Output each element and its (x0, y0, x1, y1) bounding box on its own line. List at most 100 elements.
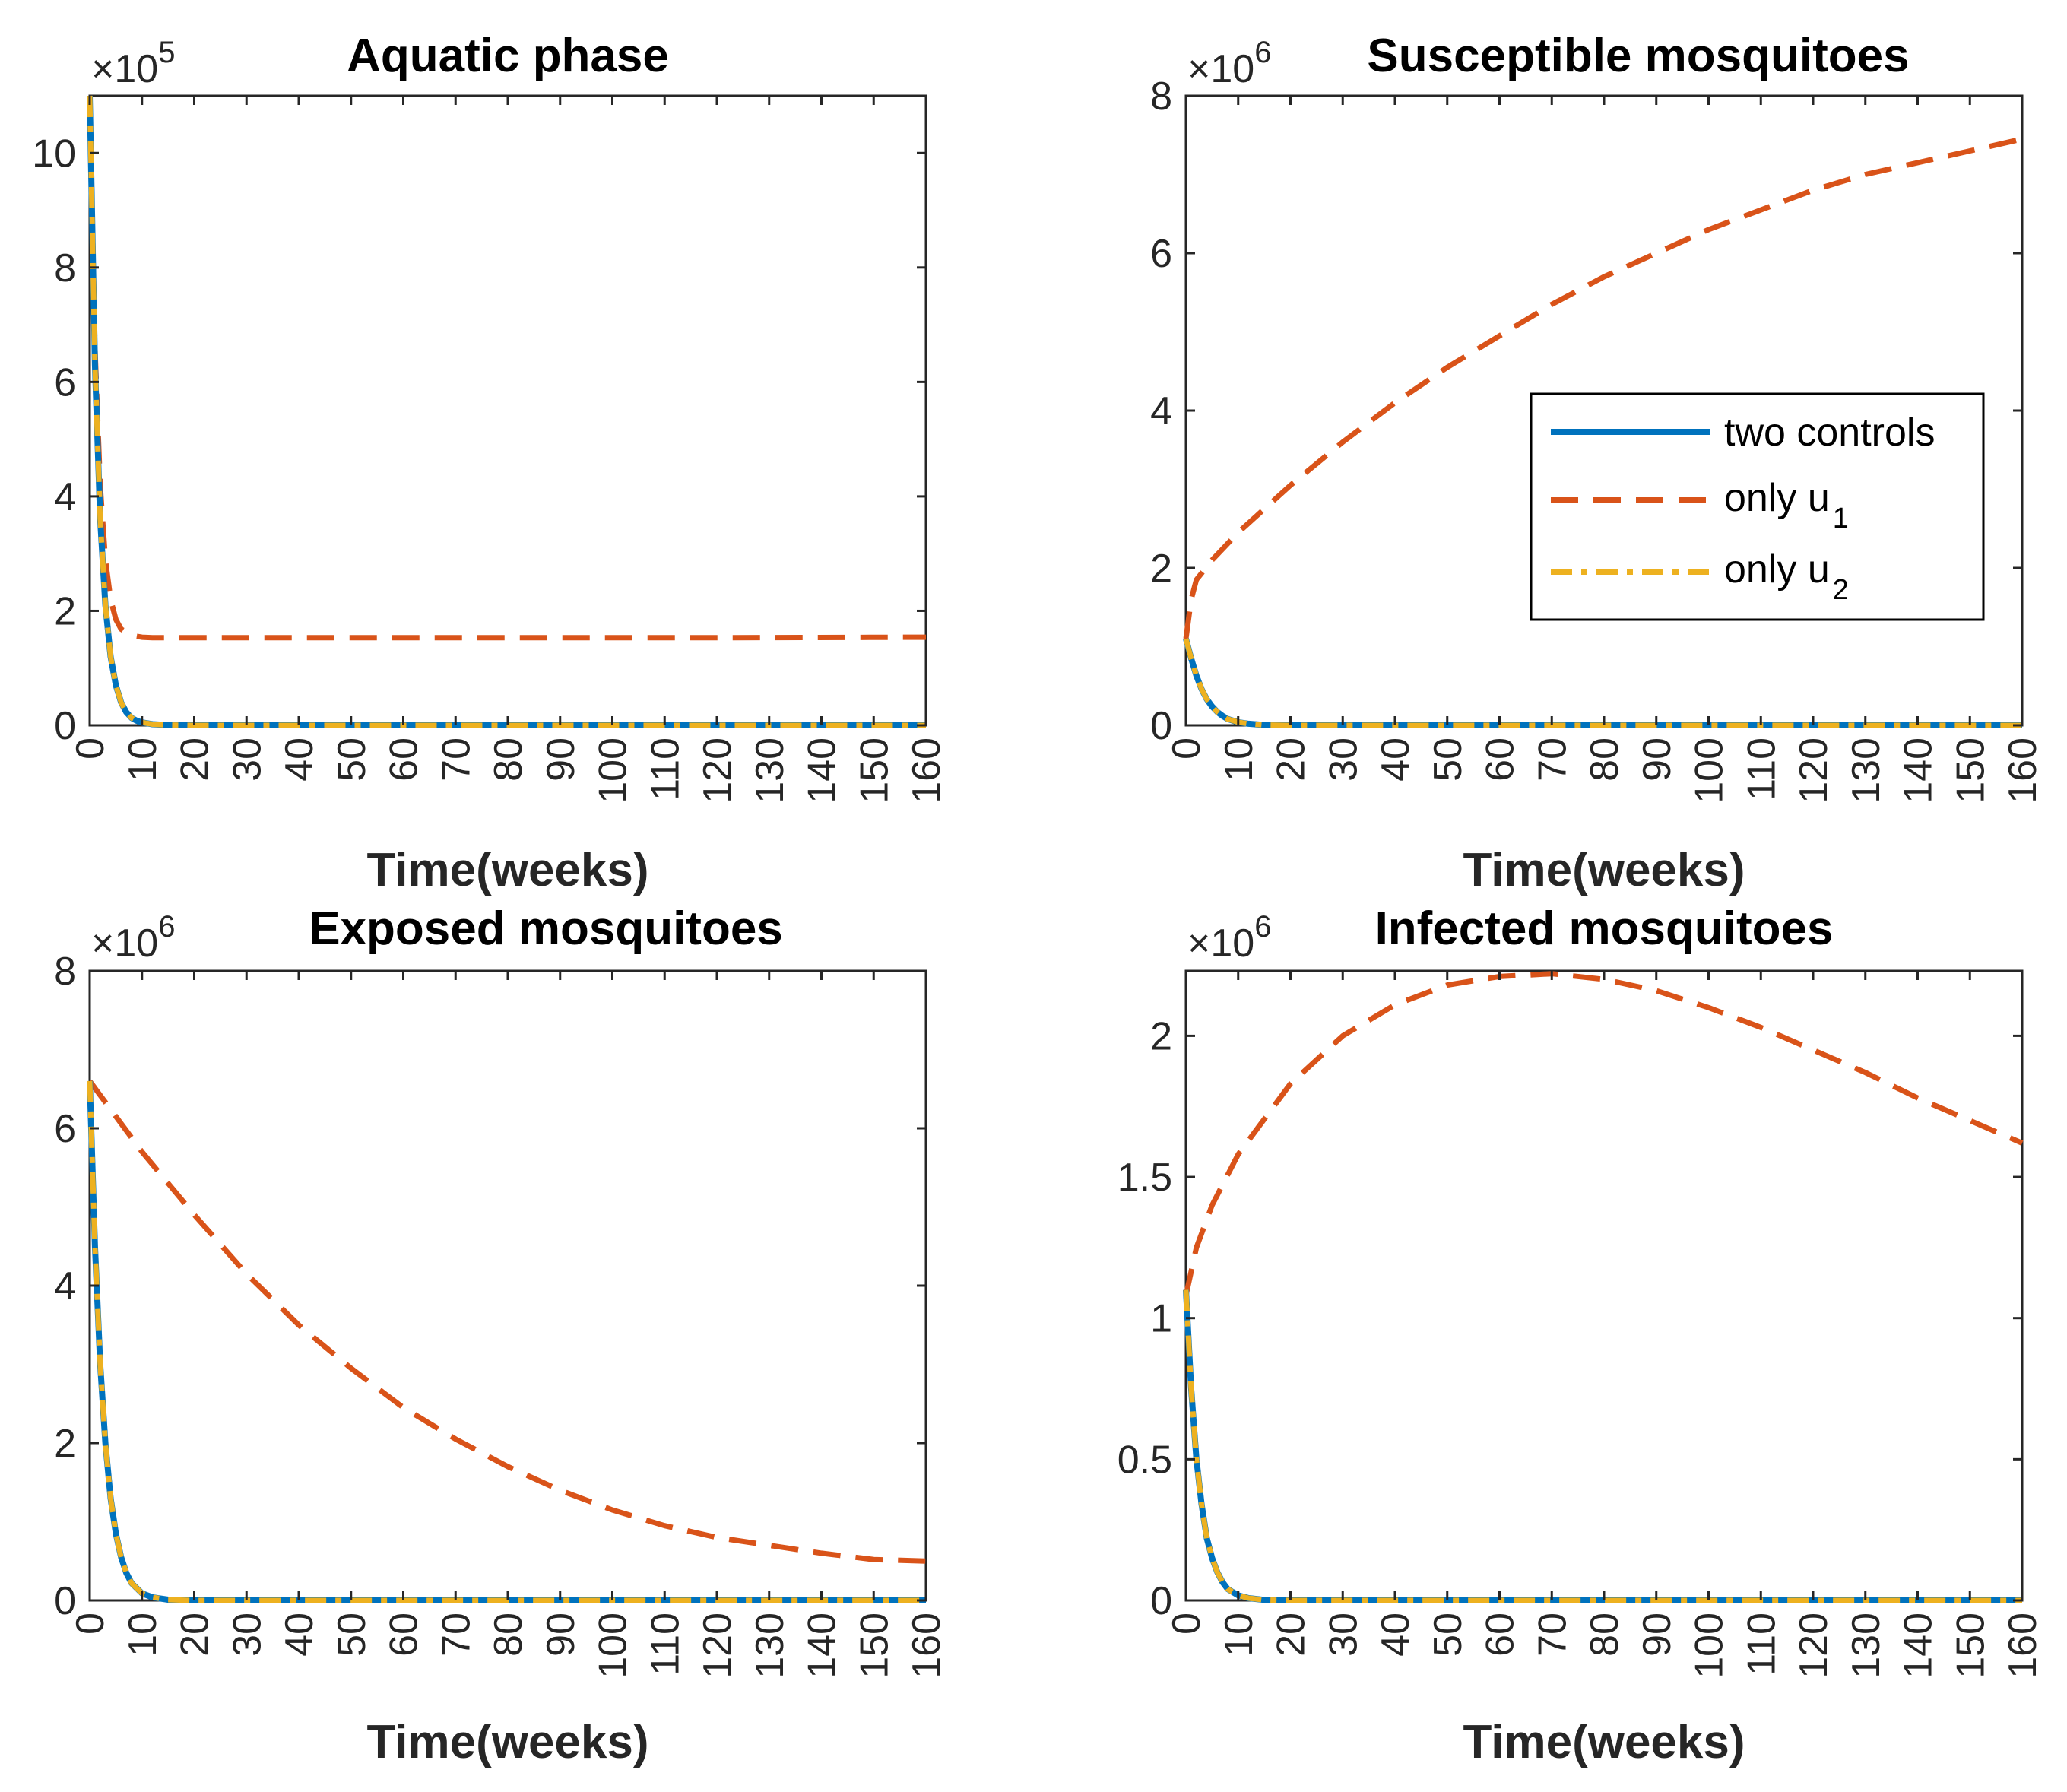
x-tick-label: 110 (643, 737, 687, 801)
x-tick-label: 160 (2001, 1613, 2045, 1679)
y-tick-label: 0.5 (1118, 1438, 1172, 1482)
x-tick-label: 110 (1739, 1613, 1783, 1676)
x-tick-label: 40 (277, 737, 322, 782)
x-tick-label: 50 (1426, 737, 1470, 782)
x-tick-label: 0 (68, 737, 113, 760)
y-tick-label: 1 (1150, 1297, 1172, 1341)
y-tick-label: 6 (1150, 232, 1172, 276)
x-tick-label: 70 (1530, 737, 1574, 782)
legend-label-text: two controls (1724, 411, 1935, 455)
x-tick-label: 80 (1583, 1613, 1627, 1657)
x-tick-label: 140 (800, 1613, 845, 1679)
x-tick-label: 20 (173, 1613, 217, 1657)
x-tick-label: 50 (330, 1613, 374, 1657)
exponent-base: ×10 (91, 47, 158, 91)
exponent-power: 6 (158, 910, 175, 944)
series-layer (1183, 136, 2023, 728)
x-tick-label: 90 (539, 1613, 583, 1657)
y-tick-label: 6 (54, 1107, 76, 1151)
x-tick-label: 20 (1270, 737, 1314, 782)
panel-infected-mosquitoes: 0 10 20 30 40 50 60 70 80 90 100 110 120 130 140 150 160… (1118, 902, 2045, 1768)
x-tick-label: 110 (643, 1613, 687, 1676)
x-tick-label: 10 (1217, 1613, 1261, 1657)
x-tick-label: 90 (539, 737, 583, 782)
x-tick-label: 30 (1321, 1613, 1365, 1657)
x-tick-label: 150 (1948, 1613, 1992, 1679)
x-tick-label: 100 (1688, 737, 1732, 804)
x-tick-label: 130 (748, 1613, 792, 1679)
x-tick-label: 130 (1844, 1613, 1888, 1679)
y-tick-label: 0 (1150, 1579, 1172, 1623)
axes-frame (88, 94, 927, 727)
x-tick-label: 100 (1688, 1613, 1732, 1679)
y-tick-label: 0 (54, 704, 76, 748)
x-tick-label: 100 (591, 1613, 636, 1679)
panel-exposed-mosquitoes: 0 10 20 30 40 50 60 70 80 90 100 110 120 130 140 150 160… (54, 902, 949, 1768)
tick-layer: 0 10 20 30 40 50 60 70 80 90 100 110 120 130 140 150 160… (1150, 75, 2045, 804)
x-axis-label: Time(weeks) (366, 844, 648, 896)
chart-title: Susceptible mosquitoes (1367, 30, 1909, 82)
y-tick-label: 8 (54, 246, 76, 290)
x-tick-label: 80 (487, 1613, 531, 1657)
x-tick-label: 160 (2001, 737, 2045, 804)
y-tick-label: 2 (1150, 547, 1172, 591)
x-tick-label: 120 (1792, 737, 1836, 804)
legend-subscript: 1 (1833, 503, 1849, 534)
legend-subscript: 2 (1833, 574, 1849, 606)
y-tick-label: 1.5 (1118, 1156, 1172, 1200)
x-tick-label: 130 (1844, 737, 1888, 804)
y-tick-label: 10 (32, 132, 76, 176)
x-tick-label: 120 (1792, 1613, 1836, 1679)
x-tick-label: 60 (382, 737, 426, 782)
x-tick-label: 10 (121, 1613, 165, 1657)
y-tick-label: 6 (54, 360, 76, 404)
axes-frame (88, 969, 927, 1602)
chart-title: Exposed mosquitoes (309, 902, 783, 955)
tick-layer: 0 10 20 30 40 50 60 70 80 90 100 110 120 130 140 150 160… (32, 96, 949, 804)
x-tick-label: 60 (1479, 737, 1523, 782)
x-axis-label: Time(weeks) (366, 1716, 648, 1768)
x-tick-label: 50 (330, 737, 374, 782)
axis-exponent: ×106 (91, 910, 175, 966)
x-axis-label: Time(weeks) (1463, 1716, 1745, 1768)
legend-label-text: only u (1724, 476, 1830, 520)
x-tick-label: 40 (1374, 737, 1418, 782)
x-tick-label: 10 (121, 737, 165, 782)
exponent-base: ×10 (1187, 47, 1254, 91)
x-tick-label: 20 (173, 737, 217, 782)
x-tick-label: 100 (591, 737, 636, 804)
x-tick-label: 140 (800, 737, 845, 804)
series-line-only-u2 (1183, 1289, 2022, 1603)
x-tick-label: 0 (68, 1613, 113, 1635)
y-tick-label: 2 (54, 1422, 76, 1466)
x-tick-label: 150 (852, 737, 896, 804)
x-tick-label: 70 (434, 737, 478, 782)
x-tick-label: 130 (748, 737, 792, 804)
x-tick-label: 120 (696, 1613, 740, 1679)
x-tick-label: 20 (1270, 1613, 1314, 1657)
exponent-power: 5 (158, 36, 175, 69)
chart-title: Aquatic phase (347, 30, 669, 82)
x-tick-label: 140 (1897, 1613, 1941, 1679)
x-tick-label: 60 (382, 1613, 426, 1657)
y-tick-label: 8 (1150, 75, 1172, 119)
x-tick-label: 60 (1479, 1613, 1523, 1657)
series-line-only-u2 (87, 1080, 926, 1603)
x-tick-label: 80 (1583, 737, 1627, 782)
x-tick-label: 90 (1635, 1613, 1679, 1657)
axis-exponent: ×106 (1187, 910, 1271, 966)
tick-layer: 0 10 20 30 40 50 60 70 80 90 100 110 120 130 140 150 160… (54, 950, 949, 1679)
y-tick-label: 4 (1150, 389, 1172, 433)
x-tick-label: 160 (905, 737, 949, 804)
x-tick-label: 120 (696, 737, 740, 804)
x-tick-label: 0 (1165, 737, 1209, 760)
x-tick-label: 30 (225, 1613, 269, 1657)
axis-exponent: ×105 (91, 36, 175, 91)
y-tick-label: 4 (54, 1264, 76, 1308)
y-tick-label: 8 (54, 950, 76, 994)
x-tick-label: 70 (1530, 1613, 1574, 1657)
x-tick-label: 70 (434, 1613, 478, 1657)
